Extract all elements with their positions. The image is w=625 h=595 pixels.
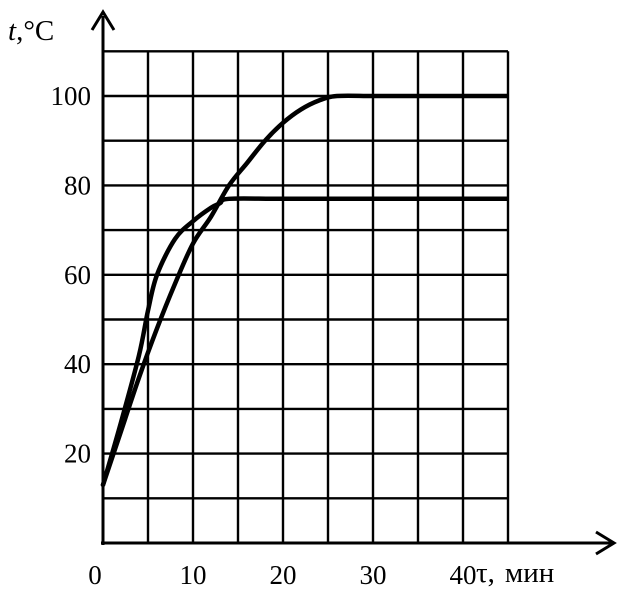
y-axis-unit: ,°C: [16, 15, 54, 47]
x-tick-label: 20: [270, 560, 297, 590]
y-axis-label: t,°C: [8, 15, 54, 47]
x-tick-labels: 0 10 20 30 40: [88, 560, 476, 590]
y-tick-label: 40: [64, 349, 91, 379]
x-axis-variable: τ,: [476, 557, 495, 589]
axes: [90, 9, 617, 556]
series-line-1: [100, 93, 508, 488]
x-tick-label: 0: [88, 560, 102, 590]
y-tick-label: 100: [51, 81, 92, 111]
y-axis-arrow: [90, 9, 116, 31]
vertical-gridlines: [146, 51, 510, 543]
x-axis-unit: мин: [505, 557, 554, 589]
y-tick-label: 20: [64, 439, 91, 469]
x-tick-label: 40: [450, 560, 477, 590]
y-axis-variable: t: [8, 15, 17, 47]
series-line-2: [100, 196, 508, 488]
y-tick-label: 80: [64, 170, 91, 200]
horizontal-gridlines: [103, 50, 508, 500]
x-axis-arrow: [595, 530, 617, 556]
y-tick-label: 60: [64, 260, 91, 290]
x-tick-label: 30: [360, 560, 387, 590]
x-tick-label: 10: [180, 560, 207, 590]
series-lines: [100, 93, 508, 488]
x-axis-label: τ, мин: [476, 557, 554, 589]
y-tick-labels: 20 40 60 80 100: [51, 81, 92, 469]
